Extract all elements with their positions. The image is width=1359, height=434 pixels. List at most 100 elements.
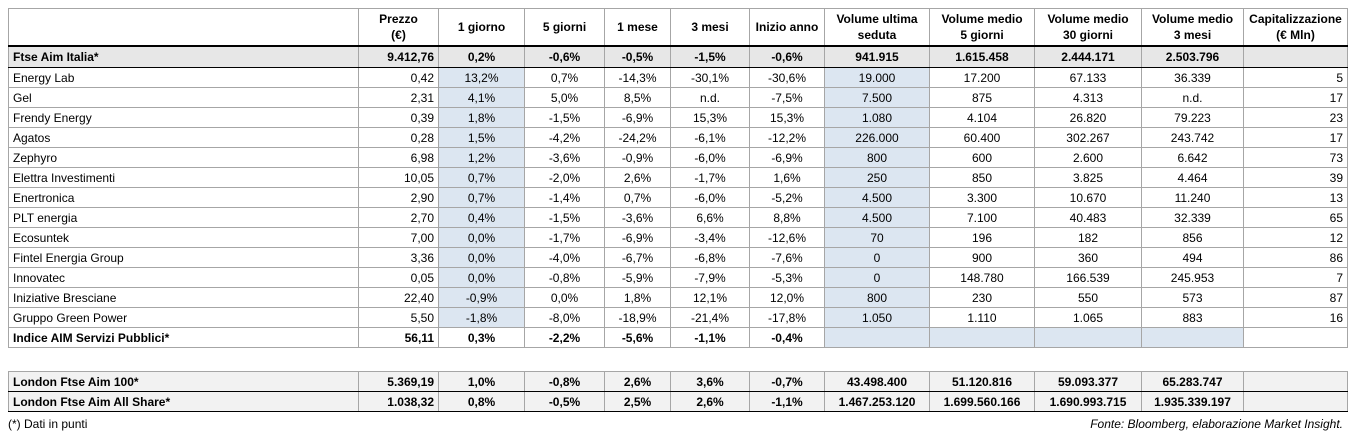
cell: 13	[1243, 187, 1348, 208]
cell: -2,0%	[524, 167, 605, 188]
row-label: Gel	[8, 87, 359, 108]
cell: 4.104	[929, 107, 1035, 128]
cell: 6,6%	[670, 207, 750, 228]
cell: -1,5%	[524, 207, 605, 228]
cell: 3.300	[929, 187, 1035, 208]
cell: -12,2%	[749, 127, 825, 148]
cell: -1,1%	[749, 391, 825, 412]
cell: -18,9%	[604, 307, 671, 328]
cell: 196	[929, 227, 1035, 248]
cell: 7.500	[824, 87, 930, 108]
cell: 0,8%	[438, 391, 525, 412]
cell: 17.200	[929, 67, 1035, 88]
cell: 0,05	[358, 267, 439, 288]
cell: 2.444.171	[1034, 45, 1142, 68]
cell: -7,6%	[749, 247, 825, 268]
cell: 2,31	[358, 87, 439, 108]
cell: 17	[1243, 127, 1348, 148]
cell: 1,5%	[438, 127, 525, 148]
cell: 243.742	[1141, 127, 1244, 148]
footnote: (*) Dati in punti	[8, 417, 88, 431]
table-row: London Ftse Aim All Share* 1.038,32 0,8% -0…	[8, 391, 1348, 412]
cell: 850	[929, 167, 1035, 188]
row-label: Innovatec	[8, 267, 359, 288]
cell: -6,9%	[604, 227, 671, 248]
cell: -0,6%	[524, 45, 605, 68]
cell: 22,40	[358, 287, 439, 308]
row-label: Ecosuntek	[8, 227, 359, 248]
cell: 573	[1141, 287, 1244, 308]
row-label: Agatos	[8, 127, 359, 148]
cell: 230	[929, 287, 1035, 308]
cell: 1,6%	[749, 167, 825, 188]
cell: -6,1%	[670, 127, 750, 148]
cell: 4.464	[1141, 167, 1244, 188]
cell: 4.313	[1034, 87, 1142, 108]
cell: 23	[1243, 107, 1348, 128]
table-row: London Ftse Aim 100* 5.369,19 1,0% -0,8% 2,6…	[8, 371, 1348, 392]
cell: 2,6%	[604, 167, 671, 188]
cell: 800	[824, 287, 930, 308]
row-label: Enertronica	[8, 187, 359, 208]
cell: 2,90	[358, 187, 439, 208]
cell: 1.690.993.715	[1034, 391, 1142, 412]
cell: 8,5%	[604, 87, 671, 108]
header-cell: 1 giorno	[438, 8, 525, 47]
cell: 56,11	[358, 327, 439, 348]
cell: -8,0%	[524, 307, 605, 328]
cell: 39	[1243, 167, 1348, 188]
cell: -5,6%	[604, 327, 671, 348]
cell: 302.267	[1034, 127, 1142, 148]
cell: 16	[1243, 307, 1348, 328]
cell	[824, 327, 930, 348]
cell: 600	[929, 147, 1035, 168]
header-cell: Inizio anno	[749, 8, 825, 47]
row-label: London Ftse Aim All Share*	[8, 391, 359, 412]
cell: 79.223	[1141, 107, 1244, 128]
cell: 0,2%	[438, 45, 525, 68]
cell: 1,8%	[438, 107, 525, 128]
header-row: Prezzo (€) 1 giorno 5 giorni 1 mese 3 mesi In…	[8, 8, 1348, 47]
cell: -0,8%	[524, 371, 605, 392]
cell: -2,2%	[524, 327, 605, 348]
cell: 182	[1034, 227, 1142, 248]
cell: -1,1%	[670, 327, 750, 348]
cell: -5,3%	[749, 267, 825, 288]
cell: 800	[824, 147, 930, 168]
cell: 87	[1243, 287, 1348, 308]
cell: -3,6%	[604, 207, 671, 228]
table-row: PLT energia 2,70 0,4% -1,5% -3,6% 6,6% 8,8% 4.5…	[8, 207, 1348, 228]
cell: 70	[824, 227, 930, 248]
cell: -0,8%	[524, 267, 605, 288]
row-label: Zephyro	[8, 147, 359, 168]
cell: -0,6%	[749, 45, 825, 68]
cell: 3,36	[358, 247, 439, 268]
cell: -7,5%	[749, 87, 825, 108]
cell: 5,0%	[524, 87, 605, 108]
cell: 0,28	[358, 127, 439, 148]
cell: 43.498.400	[824, 371, 930, 392]
cell: 0,0%	[438, 247, 525, 268]
cell: 51.120.816	[929, 371, 1035, 392]
cell: 2.600	[1034, 147, 1142, 168]
row-label: Gruppo Green Power	[8, 307, 359, 328]
cell: 15,3%	[749, 107, 825, 128]
row-label: London Ftse Aim 100*	[8, 371, 359, 392]
cell: 875	[929, 87, 1035, 108]
cell: 250	[824, 167, 930, 188]
header-cell: 5 giorni	[524, 8, 605, 47]
cell: -14,3%	[604, 67, 671, 88]
cell: 4,1%	[438, 87, 525, 108]
cell: 0,0%	[438, 227, 525, 248]
cell: 0	[824, 267, 930, 288]
cell: 6.642	[1141, 147, 1244, 168]
cell: 12,0%	[749, 287, 825, 308]
cell: 0,3%	[438, 327, 525, 348]
cell: 1.110	[929, 307, 1035, 328]
cell: -6,0%	[670, 147, 750, 168]
table-row: Frendy Energy 0,39 1,8% -1,5% -6,9% 15,3% 15,3…	[8, 107, 1348, 128]
row-label: Energy Lab	[8, 67, 359, 88]
cell: 4.500	[824, 207, 930, 228]
cell	[1243, 391, 1348, 412]
